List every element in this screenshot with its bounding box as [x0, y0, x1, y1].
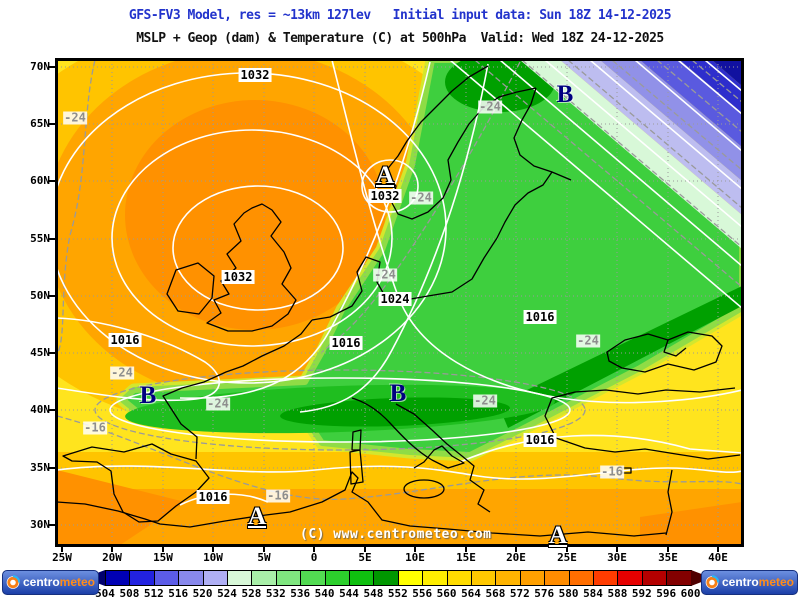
- colorbar-tick-label: 588: [607, 587, 628, 600]
- lon-tick-label: 10E: [405, 551, 425, 564]
- lon-tick-label: 5E: [358, 551, 372, 564]
- colorbar-cell: [641, 570, 668, 586]
- colorbar-tick-label: 592: [631, 587, 652, 600]
- lat-tick-label: 35N: [30, 461, 50, 474]
- lon-tick-label: 25W: [52, 551, 72, 564]
- colorbar-cell: [324, 570, 350, 586]
- colorbar-tick-label: 504: [95, 587, 115, 600]
- lat-tick-label: 65N: [30, 117, 50, 130]
- colorbar-cell: [202, 570, 228, 586]
- centrometeo-logo-left: centrometeo: [2, 570, 99, 595]
- colorbar-cell: [397, 570, 424, 586]
- colorbar-tick-label: 596: [656, 587, 677, 600]
- lon-tick-label: 30E: [607, 551, 627, 564]
- colorbar-tick-label: 580: [558, 587, 579, 600]
- colorbar-tick-label: 556: [412, 587, 433, 600]
- colorbar-cell: [666, 570, 692, 586]
- lat-tick-label: 60N: [30, 174, 50, 187]
- colorbar-tick-label: 572: [509, 587, 530, 600]
- colorbar-tick-label: 576: [534, 587, 555, 600]
- lon-tick-label: 15E: [456, 551, 476, 564]
- colorbar-tick-label: 520: [192, 587, 213, 600]
- colorbar-cell: [471, 570, 497, 586]
- coastlines: [57, 65, 741, 537]
- colorbar: 504 508 512 516 520 524 528 532 536 540 544 548 552 5…: [0, 568, 800, 600]
- colorbar-cell: [227, 570, 253, 586]
- colorbar-cell: [373, 570, 399, 586]
- colorbar-tick-label: 548: [363, 587, 384, 600]
- colorbar-tick-label: 512: [143, 587, 164, 600]
- colorbar-cell: [251, 570, 277, 586]
- colorbar-tick-label: 508: [119, 587, 140, 600]
- colorbar-tick-label: 584: [583, 587, 603, 600]
- colorbar-cell: [349, 570, 375, 586]
- colorbar-cell: [593, 570, 619, 586]
- centrometeo-logo-right: centrometeo: [701, 570, 798, 595]
- lat-tick-label: 45N: [30, 346, 50, 359]
- logo-text: centrometeo: [22, 575, 95, 589]
- model-title: GFS-FV3 Model, res = ~13km 127lev Initia…: [128, 8, 672, 23]
- temperature-shading: [57, 60, 742, 545]
- colorbar-tick-label: 568: [485, 587, 506, 600]
- lat-tick-label: 55N: [30, 232, 50, 245]
- lon-tick-label: 25E: [557, 551, 577, 564]
- lon-tick-label: 20W: [102, 551, 122, 564]
- colorbar-tick-label: 524: [217, 587, 237, 600]
- lon-tick-label: 0: [310, 551, 318, 564]
- colorbar-cell: [446, 570, 472, 586]
- colorbar-cell: [105, 570, 131, 586]
- colorbar-cell: [617, 570, 643, 586]
- colorbar-cell: [129, 570, 155, 586]
- lon-tick-label: 15W: [153, 551, 173, 564]
- colorbar-tick-label: 516: [168, 587, 189, 600]
- colorbar-tick-label: 540: [314, 587, 335, 600]
- colorbar-cell: [519, 570, 546, 586]
- colorbar-cell: [544, 570, 570, 586]
- map-frame: [55, 58, 744, 547]
- colorbar-tick-label: 560: [436, 587, 457, 600]
- colorbar-tick-label: 532: [265, 587, 286, 600]
- colorbar-cell: [275, 570, 302, 586]
- colorbar-tick-label: 600: [680, 587, 701, 600]
- lon-tick-label: 5W: [257, 551, 271, 564]
- chart-subtitle: MSLP + Geop (dam) & Temperature (C) at 5…: [136, 31, 664, 46]
- colorbar-tick-label: 552: [387, 587, 408, 600]
- colorbar-tick-label: 544: [339, 587, 359, 600]
- colorbar-cell: [178, 570, 204, 586]
- logo-swirl-icon: [6, 575, 20, 589]
- logo-text: centrometeo: [721, 575, 794, 589]
- colorbar-cell: [568, 570, 594, 586]
- lon-tick-label: 20E: [506, 551, 526, 564]
- lat-tick-label: 40N: [30, 403, 50, 416]
- colorbar-cell: [495, 570, 521, 586]
- logo-swirl-icon: [705, 575, 719, 589]
- colorbar-cell: [300, 570, 326, 586]
- lon-tick-label: 40E: [708, 551, 728, 564]
- colorbar-cell: [153, 570, 180, 586]
- lat-tick-label: 30N: [30, 518, 50, 531]
- colorbar-tick-label: 528: [241, 587, 262, 600]
- temperature-contours: [57, 60, 742, 501]
- lat-tick-label: 70N: [30, 60, 50, 73]
- lat-tick-label: 50N: [30, 289, 50, 302]
- colorbar-tick-label: 536: [290, 587, 311, 600]
- lon-tick-label: 35E: [658, 551, 678, 564]
- map-graphic: [57, 60, 742, 545]
- colorbar-cell: [422, 570, 448, 586]
- colorbar-tick-label: 564: [461, 587, 481, 600]
- lon-tick-label: 10W: [203, 551, 223, 564]
